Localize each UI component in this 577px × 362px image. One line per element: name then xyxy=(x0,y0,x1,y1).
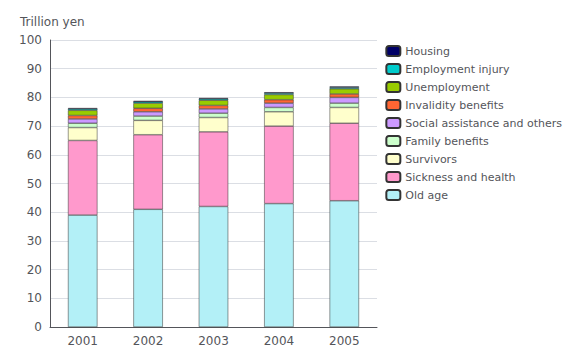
svg-text:100: 100 xyxy=(19,33,42,47)
svg-text:40: 40 xyxy=(27,205,42,219)
svg-text:Old age: Old age xyxy=(405,189,448,202)
svg-text:Trillion yen: Trillion yen xyxy=(19,15,85,29)
svg-text:Employment injury: Employment injury xyxy=(405,63,510,76)
svg-text:2001: 2001 xyxy=(67,334,98,348)
svg-text:90: 90 xyxy=(27,62,42,76)
svg-text:30: 30 xyxy=(27,234,42,248)
svg-text:50: 50 xyxy=(27,177,42,191)
svg-text:Housing: Housing xyxy=(405,45,450,58)
svg-text:2002: 2002 xyxy=(133,334,164,348)
svg-text:Family benefits: Family benefits xyxy=(405,135,489,148)
svg-text:10: 10 xyxy=(27,291,42,305)
svg-text:70: 70 xyxy=(27,119,42,133)
svg-text:Sickness and health: Sickness and health xyxy=(405,171,515,184)
svg-text:2004: 2004 xyxy=(264,334,295,348)
svg-text:0: 0 xyxy=(34,320,42,334)
svg-text:60: 60 xyxy=(27,148,42,162)
svg-text:Survivors: Survivors xyxy=(405,153,457,166)
svg-text:2003: 2003 xyxy=(198,334,229,348)
svg-text:20: 20 xyxy=(27,263,42,277)
svg-text:Social assistance and others: Social assistance and others xyxy=(405,117,562,130)
svg-text:2005: 2005 xyxy=(329,334,360,348)
svg-text:80: 80 xyxy=(27,90,42,104)
svg-text:Invalidity benefits: Invalidity benefits xyxy=(405,99,504,112)
svg-text:Unemployment: Unemployment xyxy=(405,81,490,94)
